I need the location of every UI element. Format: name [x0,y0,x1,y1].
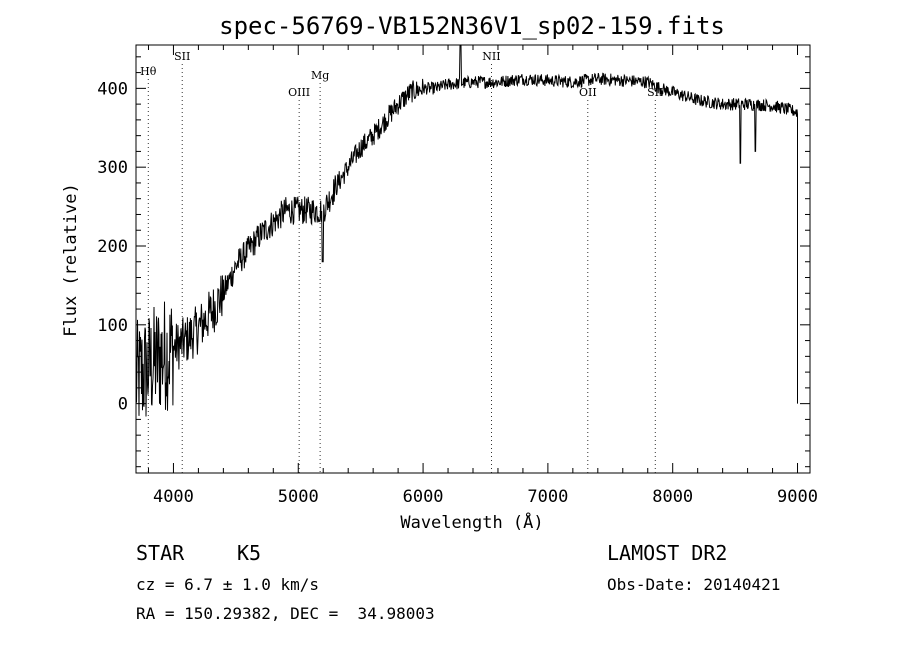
y-axis-label: Flux (relative) [61,183,81,337]
spectral-line-label: Hθ [140,65,157,78]
y-tick-label: 100 [97,316,128,336]
spectral-line-label: OIII [288,86,310,99]
plot-frame [135,44,811,474]
coordinates: RA = 150.29382, DEC = 34.98003 [136,604,435,623]
survey-name: LAMOST DR2 [607,541,728,565]
observation-date: Obs-Date: 20140421 [607,575,781,594]
axis-ticks: 4000 5000 6000 7000 8000 9000 0 100 200 300 400 [97,45,818,507]
x-axis-label: Wavelength (Å) [400,511,543,533]
y-tick-label: 300 [97,158,128,178]
x-tick-label: 4000 [153,487,194,507]
redshift-value: cz = 6.7 ± 1.0 km/s [136,575,320,594]
y-tick-label: 400 [97,79,128,99]
spectral-line-label: SII [174,50,190,63]
x-tick-label: 9000 [777,487,818,507]
x-tick-label: 7000 [527,487,568,507]
spectrum-line [135,44,798,417]
y-tick-label: 200 [97,237,128,257]
object-class: STAR [136,541,185,565]
x-tick-label: 5000 [278,487,319,507]
object-subclass: K5 [237,541,262,565]
x-tick-label: 8000 [652,487,693,507]
chart-title: spec-56769-VB152N36V1_sp02-159.fits [219,12,725,40]
spectral-line-label: OII [579,86,597,99]
spectral-line-label: NII [482,50,500,63]
y-tick-label: 0 [118,395,128,415]
spectral-line-label: Mg [311,69,329,82]
x-tick-label: 6000 [403,487,444,507]
